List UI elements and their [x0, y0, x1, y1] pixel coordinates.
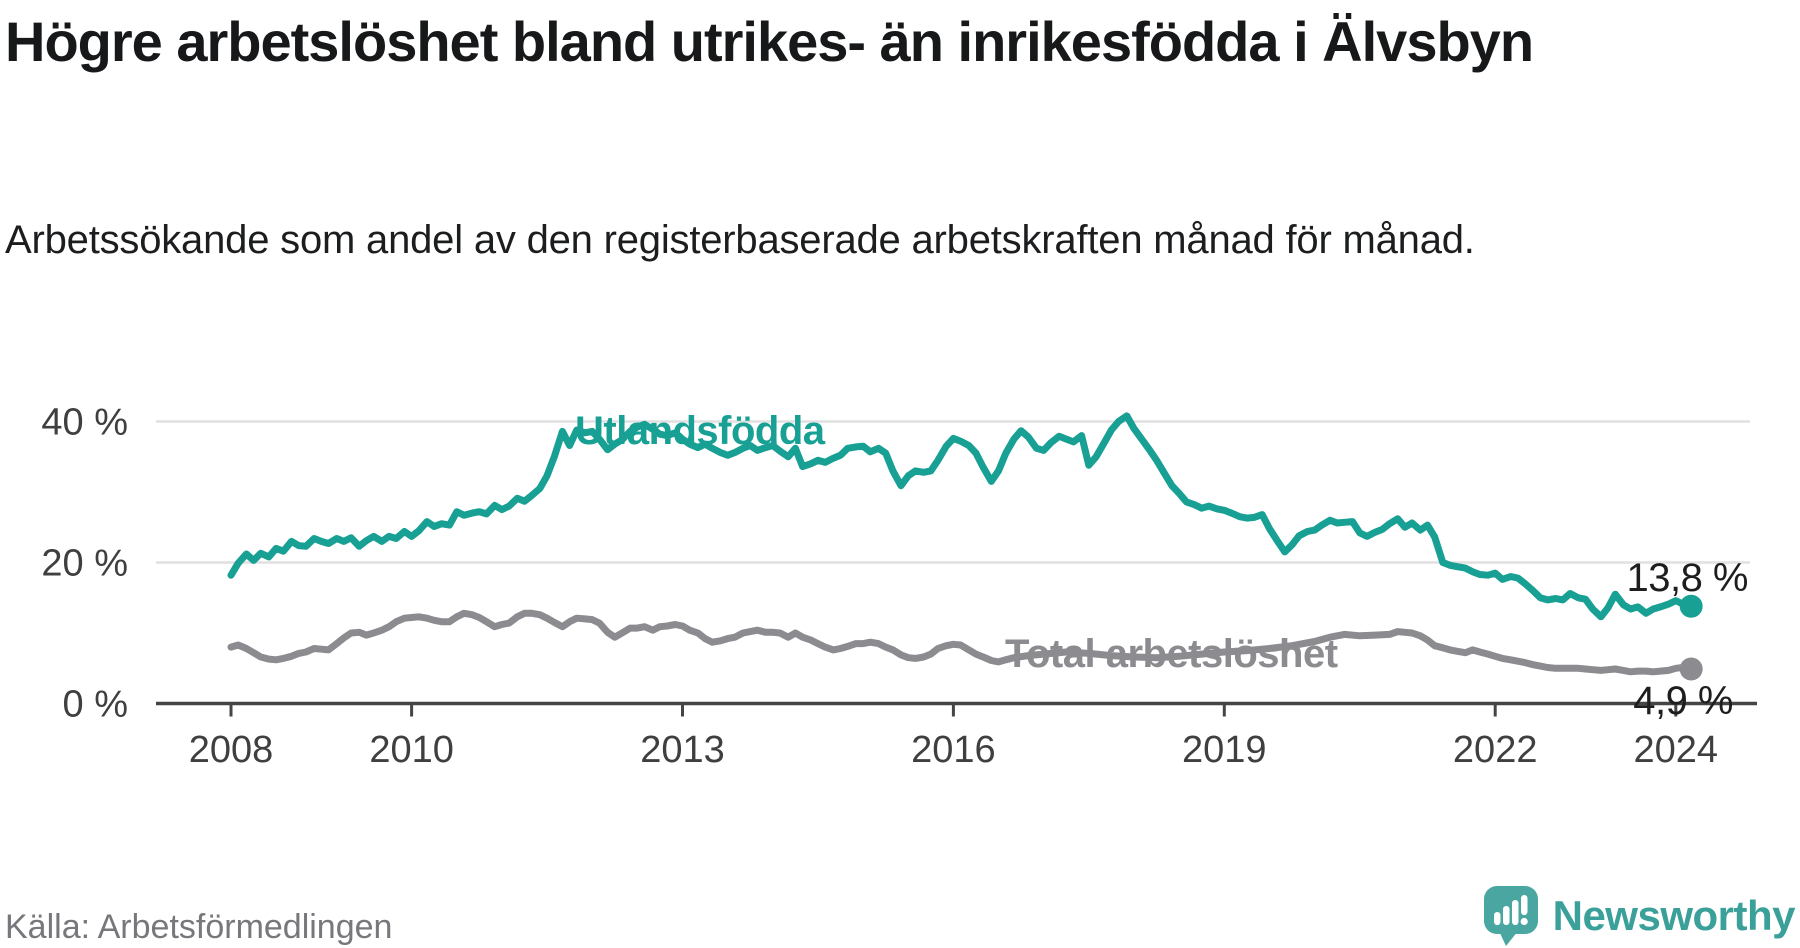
series-end-dot-utlandsfodda — [1679, 594, 1703, 618]
x-tick-label: 2024 — [1634, 729, 1719, 771]
x-tick-label: 2022 — [1453, 729, 1538, 771]
series-line-utlandsfodda — [227, 412, 1695, 621]
x-tick-label: 2008 — [189, 729, 274, 771]
y-tick-label: 40 % — [41, 402, 128, 444]
newsworthy-logo[interactable]: Newsworthy — [1483, 884, 1796, 948]
newsworthy-logo-icon — [1483, 886, 1538, 946]
series-line-total — [227, 609, 1695, 676]
gridlines — [156, 420, 1750, 564]
y-tick-label: 0 % — [63, 684, 128, 726]
series-end-dot-total — [1679, 657, 1703, 681]
x-axis: 0 % 20 % 40 % 2008 2010 2013 2016 2019 2022 2024 — [41, 402, 1757, 771]
x-tick-label: 2010 — [369, 729, 454, 771]
newsworthy-logo-text: Newsworthy — [1552, 892, 1796, 939]
series-lines — [227, 412, 1703, 681]
chart-title: Högre arbetslöshet bland utrikes- än inr… — [5, 10, 1534, 73]
chart-subtitle: Arbetssökande som andel av den registerb… — [5, 218, 1475, 262]
series-label-utlandsfodda: Utlandsfödda — [575, 409, 826, 453]
x-tick-label: 2013 — [640, 729, 725, 771]
end-value-label-utlandsfodda: 13,8 % — [1626, 556, 1748, 600]
x-tick-label: 2019 — [1182, 729, 1267, 771]
series-label-total: Total arbetslöshet — [1005, 632, 1338, 676]
end-value-label-total: 4,9 % — [1633, 679, 1733, 723]
x-tick-label: 2016 — [911, 729, 996, 771]
source-note: Källa: Arbetsförmedlingen — [5, 908, 393, 946]
y-tick-label: 20 % — [41, 543, 128, 585]
